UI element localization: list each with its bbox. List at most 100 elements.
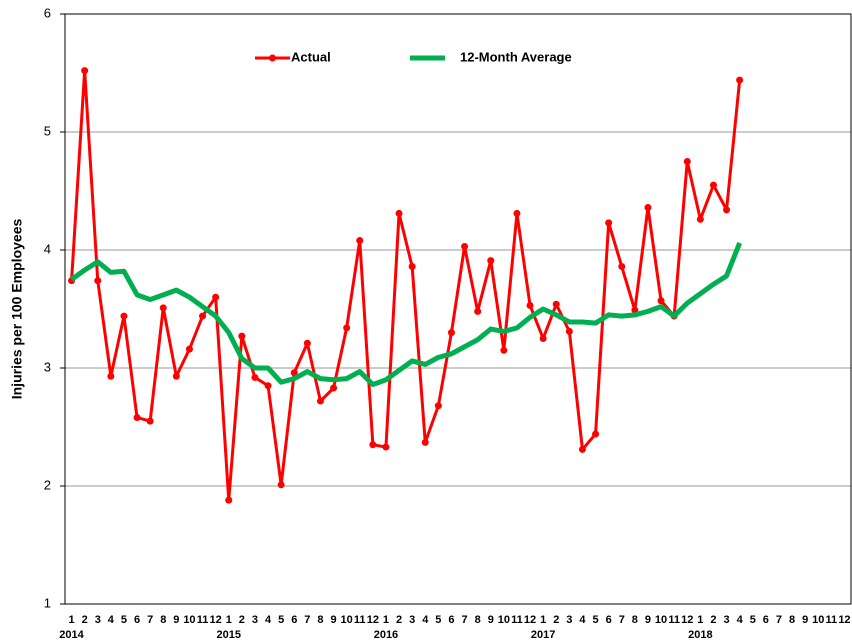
x-tick-label: 3 [723, 614, 729, 626]
data-point [618, 263, 626, 271]
x-tick-label: 4 [579, 614, 586, 626]
x-tick-label: 11 [826, 614, 838, 626]
x-tick-label: 11 [354, 614, 366, 626]
x-tick-label: 7 [619, 614, 625, 626]
x-tick-label: 2 [396, 614, 402, 626]
data-point [500, 346, 508, 354]
x-tick-label: 11 [197, 614, 209, 626]
x-tick-label: 8 [789, 614, 795, 626]
x-tick-label: 12 [524, 614, 536, 626]
data-point [277, 481, 285, 489]
data-point [238, 332, 246, 340]
x-tick-label: 11 [511, 614, 523, 626]
x-tick-label: 2 [82, 614, 88, 626]
x-tick-label: 10 [183, 614, 195, 626]
x-tick-label: 1 [697, 614, 703, 626]
x-tick-label: 4 [108, 614, 115, 626]
x-tick-label: 9 [645, 614, 651, 626]
x-tick-label: 3 [566, 614, 572, 626]
y-tick-label: 3 [44, 359, 51, 374]
x-tick-label: 2 [239, 614, 245, 626]
data-point [172, 372, 180, 380]
data-point [212, 293, 220, 301]
x-tick-label: 3 [252, 614, 258, 626]
x-tick-label: 1 [383, 614, 389, 626]
data-point [303, 339, 311, 347]
data-point [185, 345, 193, 353]
x-tick-label: 12 [681, 614, 693, 626]
legend-label: 12-Month Average [460, 49, 572, 64]
x-tick-label: 4 [422, 614, 429, 626]
data-point [408, 263, 416, 271]
data-point [696, 215, 704, 223]
x-tick-label: 6 [763, 614, 769, 626]
data-point [539, 335, 547, 342]
x-tick-label: 10 [498, 614, 510, 626]
x-tick-label: 10 [341, 614, 353, 626]
x-tick-label: 1 [68, 614, 74, 626]
x-tick-label: 11 [668, 614, 680, 626]
data-point [447, 329, 455, 337]
x-tick-label: 6 [448, 614, 454, 626]
data-point [723, 206, 731, 214]
data-point [709, 181, 717, 189]
x-tick-label: 2 [710, 614, 716, 626]
data-point [565, 327, 573, 335]
x-tick-label: 12 [210, 614, 222, 626]
x-tick-label: 5 [592, 614, 598, 626]
x-tick-label: 10 [655, 614, 667, 626]
x-tick-label: 7 [304, 614, 310, 626]
data-point [592, 430, 600, 438]
data-point [657, 297, 665, 305]
data-point [683, 158, 691, 165]
x-tick-label: 8 [632, 614, 638, 626]
data-point [343, 324, 351, 332]
y-axis-label: Injuries per 100 Employees [9, 219, 25, 400]
x-tick-label: 7 [461, 614, 467, 626]
data-point [513, 209, 521, 217]
legend-marker [269, 54, 276, 62]
year-label: 2016 [374, 629, 398, 641]
data-point [356, 237, 364, 245]
data-point [81, 67, 89, 75]
data-point [644, 204, 652, 212]
data-point [146, 417, 154, 425]
x-tick-label: 5 [121, 614, 127, 626]
x-tick-label: 4 [265, 614, 272, 626]
x-tick-label: 10 [812, 614, 824, 626]
x-tick-label: 5 [435, 614, 441, 626]
y-tick-label: 1 [44, 595, 51, 610]
data-point [474, 307, 482, 315]
series-line [70, 241, 742, 388]
data-point [434, 402, 442, 410]
data-point [225, 496, 233, 504]
x-tick-label: 6 [134, 614, 140, 626]
x-tick-label: 5 [750, 614, 756, 626]
data-point [526, 301, 534, 309]
data-point [578, 445, 586, 453]
x-tick-label: 6 [291, 614, 297, 626]
x-tick-label: 7 [776, 614, 782, 626]
data-point [395, 209, 403, 217]
y-tick-label: 4 [44, 241, 51, 256]
year-label: 2015 [217, 629, 241, 641]
year-label: 2018 [688, 629, 712, 641]
data-point [552, 300, 560, 308]
data-point [251, 373, 259, 381]
plot-frame [64, 13, 852, 605]
data-point [94, 277, 102, 285]
x-tick-label: 3 [95, 614, 101, 626]
data-point [461, 242, 469, 250]
legend-label: Actual [291, 49, 331, 64]
x-tick-label: 9 [173, 614, 179, 626]
data-point [133, 414, 141, 422]
data-point [421, 438, 429, 446]
data-point [120, 312, 128, 320]
data-point [159, 304, 167, 312]
data-point [290, 369, 298, 377]
x-tick-label: 5 [278, 614, 284, 626]
x-tick-label: 2 [553, 614, 559, 626]
x-tick-label: 8 [160, 614, 166, 626]
x-tick-label: 7 [147, 614, 153, 626]
